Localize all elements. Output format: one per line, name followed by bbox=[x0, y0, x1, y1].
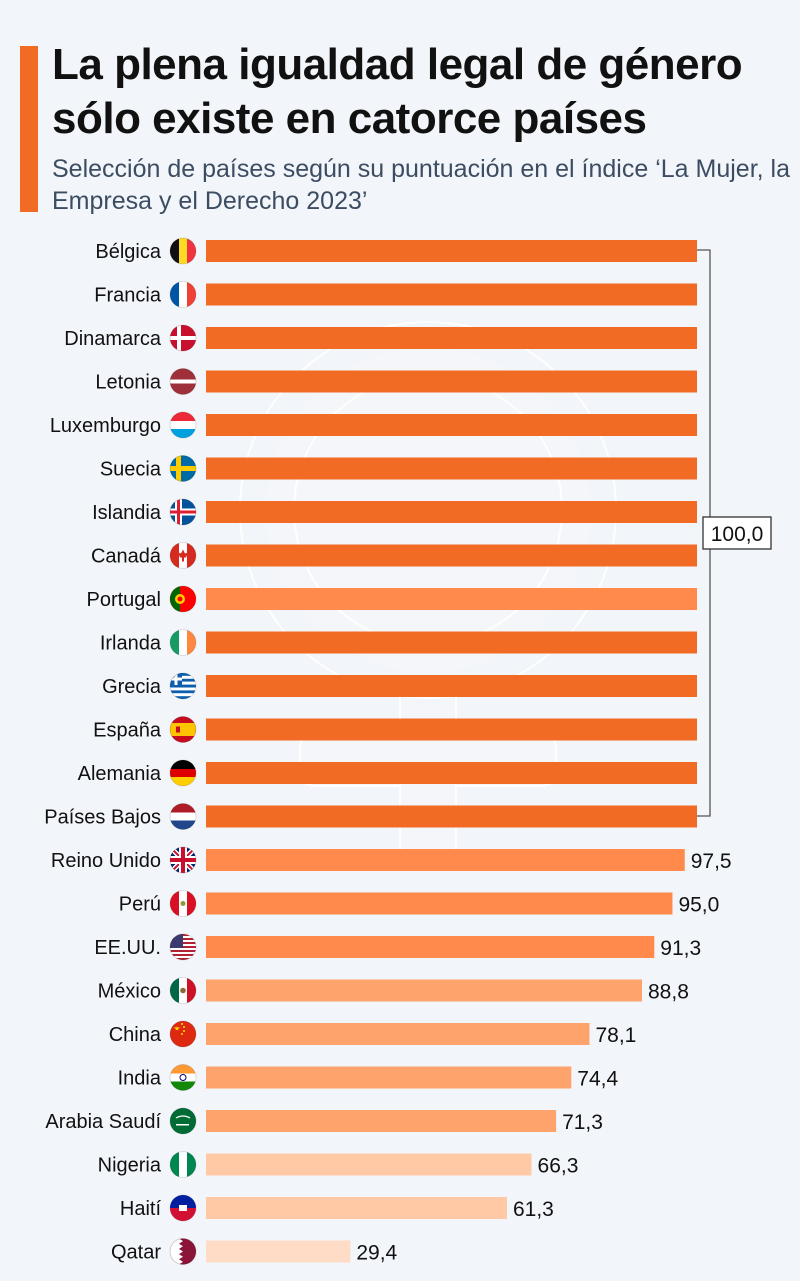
bar-portugal bbox=[206, 588, 697, 610]
bar-ee-uu bbox=[206, 936, 655, 958]
bar-canada bbox=[206, 544, 697, 567]
bar-luxemburgo bbox=[206, 414, 697, 436]
value-label-haiti: 61,3 bbox=[513, 1198, 554, 1221]
country-label-china: China bbox=[109, 1024, 162, 1046]
uk-flag-icon bbox=[169, 846, 197, 874]
country-label-mexico: México bbox=[98, 981, 161, 1003]
greece-flag-icon bbox=[169, 672, 197, 700]
saudi-arabia-flag-icon bbox=[169, 1107, 197, 1135]
bar-suecia bbox=[206, 457, 697, 480]
bar-francia bbox=[206, 283, 697, 306]
country-label-alemania: Alemania bbox=[78, 763, 162, 785]
sweden-flag-icon bbox=[169, 455, 197, 482]
value-label-india: 74,4 bbox=[577, 1068, 618, 1091]
canada-flag-icon bbox=[169, 542, 197, 569]
country-label-arabia-saudi: Arabia Saudí bbox=[45, 1111, 161, 1133]
denmark-flag-icon bbox=[169, 324, 197, 352]
usa-flag-icon bbox=[169, 933, 197, 961]
country-label-belgica: Bélgica bbox=[95, 241, 161, 263]
bar-alemania bbox=[206, 762, 697, 784]
belgium-flag-icon bbox=[169, 237, 197, 265]
latvia-flag-icon bbox=[169, 368, 197, 395]
country-label-india: India bbox=[118, 1068, 162, 1090]
country-label-espana: España bbox=[93, 720, 162, 742]
iceland-flag-icon bbox=[169, 498, 197, 526]
india-flag-icon bbox=[169, 1064, 197, 1091]
bar-mexico bbox=[206, 979, 643, 1002]
bar-espana bbox=[206, 718, 697, 741]
country-label-peru: Perú bbox=[119, 894, 161, 916]
value-label-peru: 95,0 bbox=[678, 894, 719, 917]
bar-grecia bbox=[206, 675, 697, 697]
country-label-islandia: Islandia bbox=[92, 502, 162, 524]
country-label-ee-uu: EE.UU. bbox=[94, 937, 161, 959]
bar-arabia-saudi bbox=[206, 1110, 557, 1132]
country-label-canada: Canadá bbox=[91, 546, 162, 568]
full-score-bracket: 100,0 bbox=[697, 249, 772, 817]
value-label-ee-uu: 91,3 bbox=[660, 937, 701, 960]
bar-qatar bbox=[206, 1240, 351, 1263]
bar-letonia bbox=[206, 370, 697, 393]
bar-india bbox=[206, 1066, 572, 1089]
bar-islandia bbox=[206, 501, 697, 523]
value-label-qatar: 29,4 bbox=[356, 1242, 397, 1265]
nigeria-flag-icon bbox=[169, 1151, 197, 1178]
bar-paises-bajos bbox=[206, 805, 697, 828]
country-label-grecia: Grecia bbox=[102, 676, 162, 698]
luxembourg-flag-icon bbox=[169, 411, 197, 439]
ireland-flag-icon bbox=[169, 629, 197, 656]
country-label-letonia: Letonia bbox=[95, 372, 161, 394]
country-label-francia: Francia bbox=[94, 285, 162, 307]
country-label-irlanda: Irlanda bbox=[100, 633, 162, 655]
germany-flag-icon bbox=[169, 759, 197, 787]
bar-haiti bbox=[206, 1197, 507, 1219]
country-label-portugal: Portugal bbox=[87, 589, 162, 611]
country-label-luxemburgo: Luxemburgo bbox=[50, 415, 161, 437]
country-label-reino-unido: Reino Unido bbox=[51, 850, 161, 872]
france-flag-icon bbox=[169, 281, 197, 308]
portugal-flag-icon bbox=[169, 585, 197, 613]
chart-title: La plena igualdad legal de género sólo e… bbox=[52, 40, 743, 143]
mexico-flag-icon bbox=[169, 977, 197, 1004]
value-label-nigeria: 66,3 bbox=[538, 1155, 579, 1178]
bar-belgica bbox=[206, 240, 697, 262]
qatar-flag-icon bbox=[169, 1238, 197, 1265]
value-label-china: 78,1 bbox=[595, 1024, 636, 1047]
haiti-flag-icon bbox=[169, 1194, 197, 1222]
bar-reino-unido bbox=[206, 849, 685, 871]
grouped-value-label: 100,0 bbox=[711, 523, 764, 546]
china-flag-icon bbox=[169, 1020, 197, 1048]
bar-irlanda bbox=[206, 631, 697, 654]
bar-nigeria bbox=[206, 1153, 532, 1176]
chart-subtitle: Selección de países según su puntuación … bbox=[52, 155, 790, 215]
value-label-mexico: 88,8 bbox=[648, 981, 689, 1004]
bar-dinamarca bbox=[206, 327, 697, 349]
bar-china bbox=[206, 1023, 590, 1045]
country-label-qatar: Qatar bbox=[111, 1242, 161, 1264]
country-label-paises-bajos: Países Bajos bbox=[44, 807, 161, 829]
country-label-haiti: Haití bbox=[120, 1198, 162, 1220]
country-label-suecia: Suecia bbox=[100, 459, 162, 481]
country-label-dinamarca: Dinamarca bbox=[64, 328, 162, 350]
netherlands-flag-icon bbox=[169, 803, 197, 830]
value-label-reino-unido: 97,5 bbox=[691, 850, 732, 873]
spain-flag-icon bbox=[169, 716, 197, 743]
bar-peru bbox=[206, 892, 673, 915]
peru-flag-icon bbox=[169, 890, 197, 917]
value-label-arabia-saudi: 71,3 bbox=[562, 1111, 603, 1134]
title-accent-bar bbox=[20, 46, 38, 212]
country-label-nigeria: Nigeria bbox=[98, 1155, 162, 1177]
